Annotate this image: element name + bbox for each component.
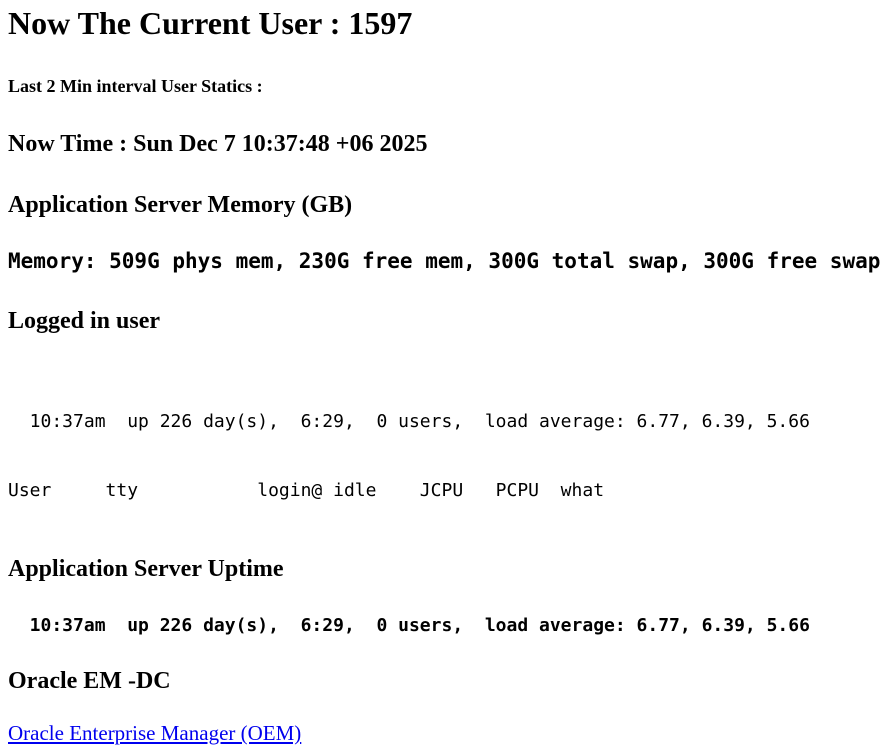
server-uptime-line: 10:37am up 226 day(s), 6:29, 0 users, lo… xyxy=(8,615,810,636)
oem-link[interactable]: Oracle Enterprise Manager (OEM) xyxy=(8,721,302,745)
memory-heading: Application Server Memory (GB) xyxy=(8,192,353,218)
memory-stats-line: Memory: 509G phys mem, 230G free mem, 30… xyxy=(8,249,881,273)
page-title: Now The Current User : 1597 xyxy=(8,5,413,41)
oracle-em-heading: Oracle EM -DC xyxy=(8,668,171,694)
stats-subtitle: Last 2 Min interval User Statics : xyxy=(8,76,263,96)
logged-in-user-heading: Logged in user xyxy=(8,308,161,334)
uptime-heading: Application Server Uptime xyxy=(8,556,284,582)
now-time-heading: Now Time : Sun Dec 7 10:37:48 +06 2025 xyxy=(8,131,428,157)
w-command-output: 10:37am up 226 day(s), 6:29, 0 users, lo… xyxy=(8,364,877,525)
logged-in-uptime-line: 10:37am up 226 day(s), 6:29, 0 users, lo… xyxy=(8,411,810,432)
user-table-header-line: User tty login@ idle JCPU PCPU what xyxy=(8,480,605,501)
